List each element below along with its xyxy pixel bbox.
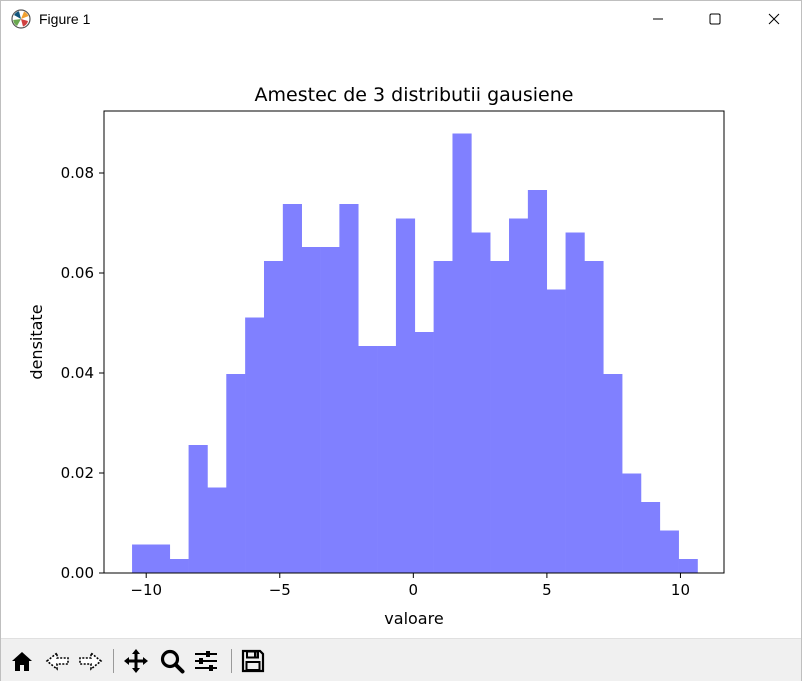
x-axis-label: valoare <box>384 609 443 628</box>
pan-button[interactable] <box>121 647 151 675</box>
histogram-bar <box>339 204 359 573</box>
histogram-bar <box>584 261 604 573</box>
histogram-bar <box>188 445 208 573</box>
back-arrow-icon <box>45 651 69 671</box>
histogram-bar <box>659 530 679 573</box>
figure-canvas[interactable]: Amestec de 3 distributii gausiene −10 −5 0… <box>1 37 801 637</box>
histogram-bar <box>301 247 321 573</box>
histogram-bar <box>452 133 472 573</box>
histogram-bar <box>565 232 585 573</box>
histogram-bar <box>471 232 491 573</box>
axes-frame <box>103 110 725 574</box>
zoom-magnifier-icon <box>160 649 185 674</box>
histogram-bar <box>622 473 642 573</box>
y-tick-label: 0.04 <box>61 364 94 382</box>
toolbar-separator <box>113 649 114 673</box>
histogram-bar <box>490 261 510 573</box>
zoom-button[interactable] <box>157 647 187 675</box>
histogram-bar <box>414 332 434 573</box>
histogram-bar <box>132 544 152 573</box>
histogram-bar <box>245 317 265 573</box>
forward-button[interactable] <box>75 647 105 675</box>
x-tick-label: −5 <box>269 581 291 599</box>
histogram-bar <box>377 346 397 573</box>
y-tick-label: 0.06 <box>61 264 94 282</box>
histogram-bar <box>509 218 529 573</box>
histogram-bar <box>282 204 302 573</box>
histogram-bars <box>132 133 698 573</box>
save-button[interactable] <box>238 647 268 675</box>
x-tick-label: 5 <box>542 581 552 599</box>
y-tick-label: 0.08 <box>61 164 94 182</box>
histogram-bar <box>640 502 661 573</box>
pan-move-icon <box>124 649 148 673</box>
histogram-bar <box>603 374 623 573</box>
minimize-icon <box>653 18 663 20</box>
maximize-button[interactable] <box>692 1 738 37</box>
navigation-toolbar <box>1 638 801 681</box>
x-tick-label: −10 <box>130 581 162 599</box>
x-tick-label: 10 <box>671 581 690 599</box>
home-icon <box>12 652 32 671</box>
histogram-bar <box>546 289 566 573</box>
chart-title: Amestec de 3 distributii gausiene <box>255 84 574 106</box>
title-bar[interactable]: Figure 1 <box>1 1 801 37</box>
y-axis-label: densitate <box>27 304 46 379</box>
maximize-icon <box>709 13 721 25</box>
back-button[interactable] <box>43 647 73 675</box>
home-button[interactable] <box>7 647 37 675</box>
minimize-button[interactable] <box>635 1 681 37</box>
histogram-bar <box>169 559 189 573</box>
histogram-chart: Amestec de 3 distributii gausiene −10 −5 0… <box>1 37 801 637</box>
histogram-bar <box>395 218 416 573</box>
close-button[interactable] <box>751 1 797 37</box>
x-tick-label: 0 <box>409 581 419 599</box>
histogram-bar <box>678 559 698 573</box>
matplotlib-icon <box>11 9 31 29</box>
histogram-bar <box>226 374 246 573</box>
close-icon <box>768 13 780 25</box>
forward-arrow-icon <box>79 651 103 671</box>
toolbar-separator <box>231 649 232 673</box>
configure-button[interactable] <box>191 647 221 675</box>
histogram-bar <box>320 247 340 573</box>
histogram-bar <box>207 487 227 573</box>
x-axis-ticks: −10 −5 0 5 10 <box>130 573 690 599</box>
histogram-bar <box>150 544 171 573</box>
configure-sliders-icon <box>195 651 217 671</box>
histogram-bar <box>527 190 548 573</box>
histogram-bar <box>358 346 378 573</box>
histogram-bar <box>433 261 453 573</box>
y-tick-label: 0.02 <box>61 464 94 482</box>
window-title: Figure 1 <box>39 11 91 27</box>
y-tick-label: 0.00 <box>61 564 94 582</box>
save-disk-icon <box>241 649 265 673</box>
histogram-bar <box>263 261 284 573</box>
y-axis-ticks: 0.00 0.02 0.04 0.06 0.08 <box>61 164 104 582</box>
